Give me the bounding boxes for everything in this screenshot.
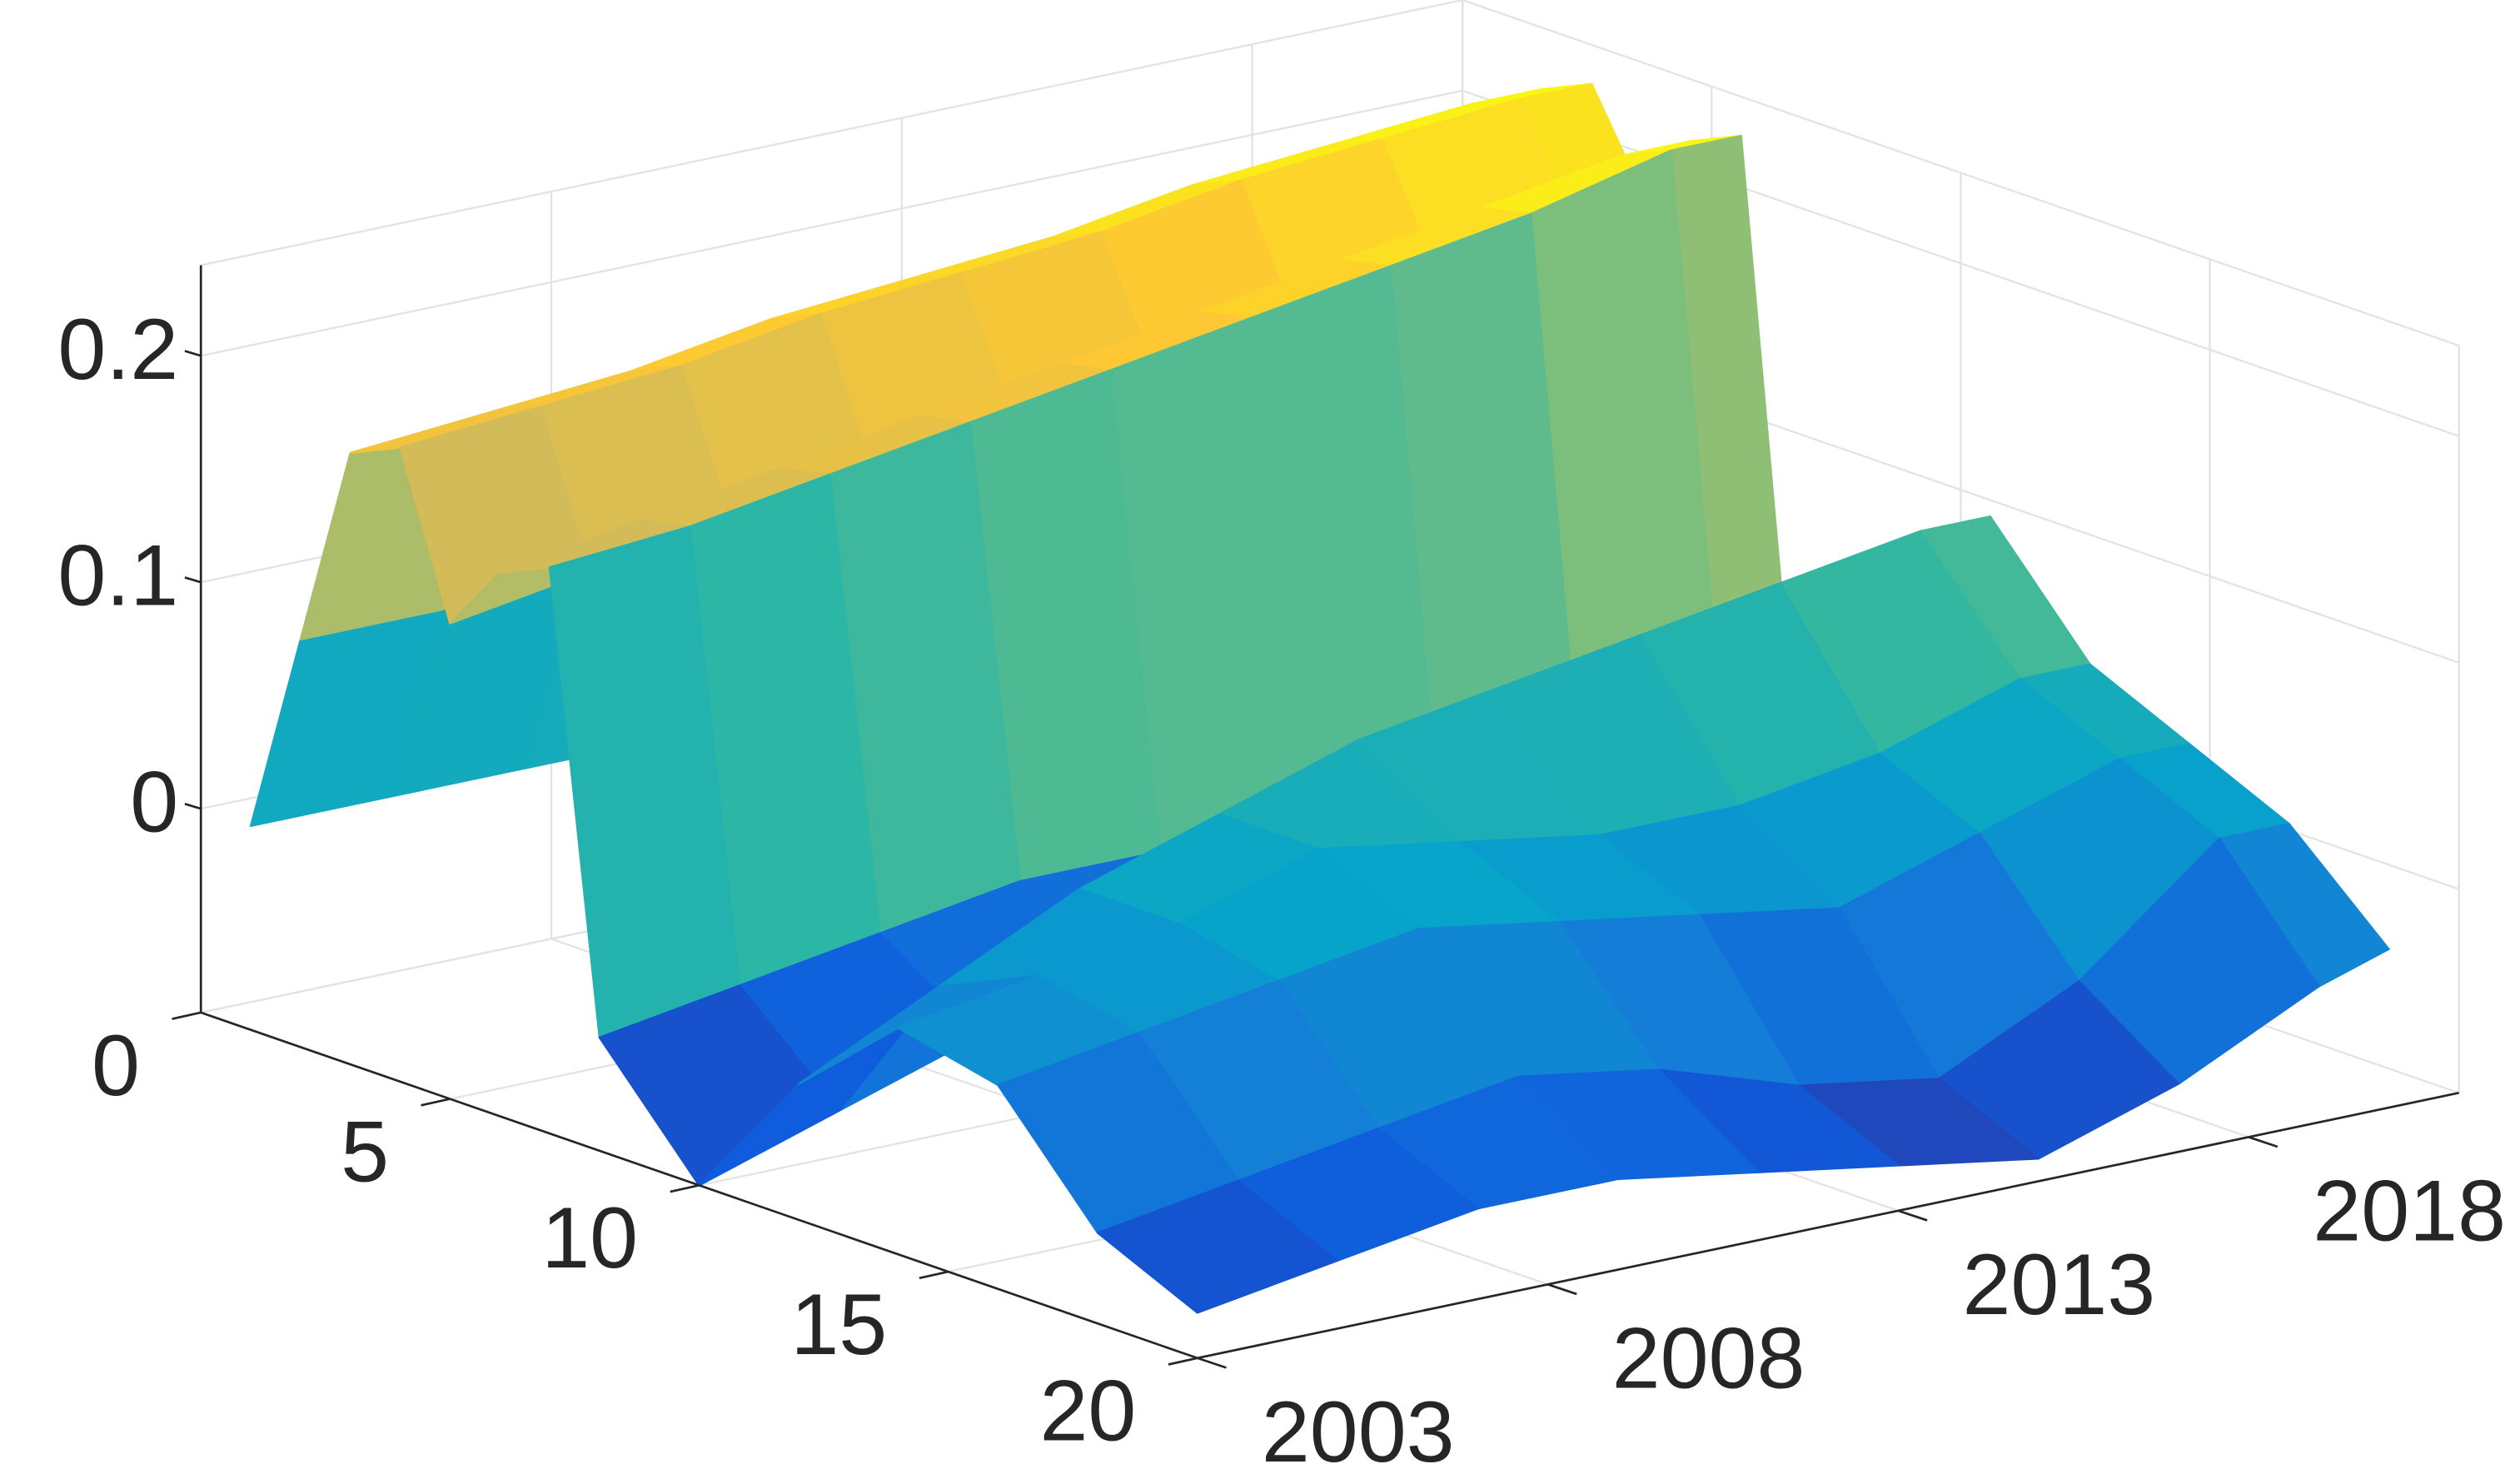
z-tick-label: 0 [130, 754, 178, 851]
z-tick [184, 576, 202, 584]
y-tick-label: 5 [341, 1104, 389, 1201]
y-tick [919, 1270, 949, 1280]
x-tick-label: 2018 [2313, 1163, 2506, 1259]
x-tick [1897, 1209, 1928, 1222]
axes: 2003 2008 2013 2018 0 5 10 15 20 0 0.1 0.2 [57, 265, 2506, 1469]
surface-patch [249, 609, 442, 828]
z-tick-label: 0.2 [57, 301, 178, 398]
box-edge [1462, 0, 2460, 347]
y-tick [421, 1098, 451, 1107]
z-tick-label: 0.1 [57, 528, 178, 625]
surface [249, 82, 2390, 1314]
y-tick [1168, 1357, 1198, 1366]
x-tick [2248, 1136, 2278, 1148]
surface-patch [1096, 1179, 1339, 1314]
y-tick-label: 15 [790, 1277, 887, 1373]
z-tick [184, 350, 202, 357]
grid-line [1462, 89, 2460, 437]
z-tick [184, 803, 202, 810]
box-edge [200, 0, 1463, 266]
x-tick-label: 2003 [1262, 1384, 1455, 1469]
x-tick [1547, 1283, 1577, 1296]
x-tick [1197, 1357, 1227, 1369]
grid-line [200, 89, 1463, 357]
y-tick-label: 0 [92, 1018, 140, 1114]
y-tick-label: 10 [541, 1190, 638, 1287]
y-tick [670, 1184, 700, 1193]
y-tick [172, 1011, 202, 1020]
x-tick-label: 2008 [1612, 1310, 1805, 1407]
x-tick-label: 2013 [1962, 1237, 2155, 1333]
y-tick-label: 20 [1039, 1363, 1136, 1460]
